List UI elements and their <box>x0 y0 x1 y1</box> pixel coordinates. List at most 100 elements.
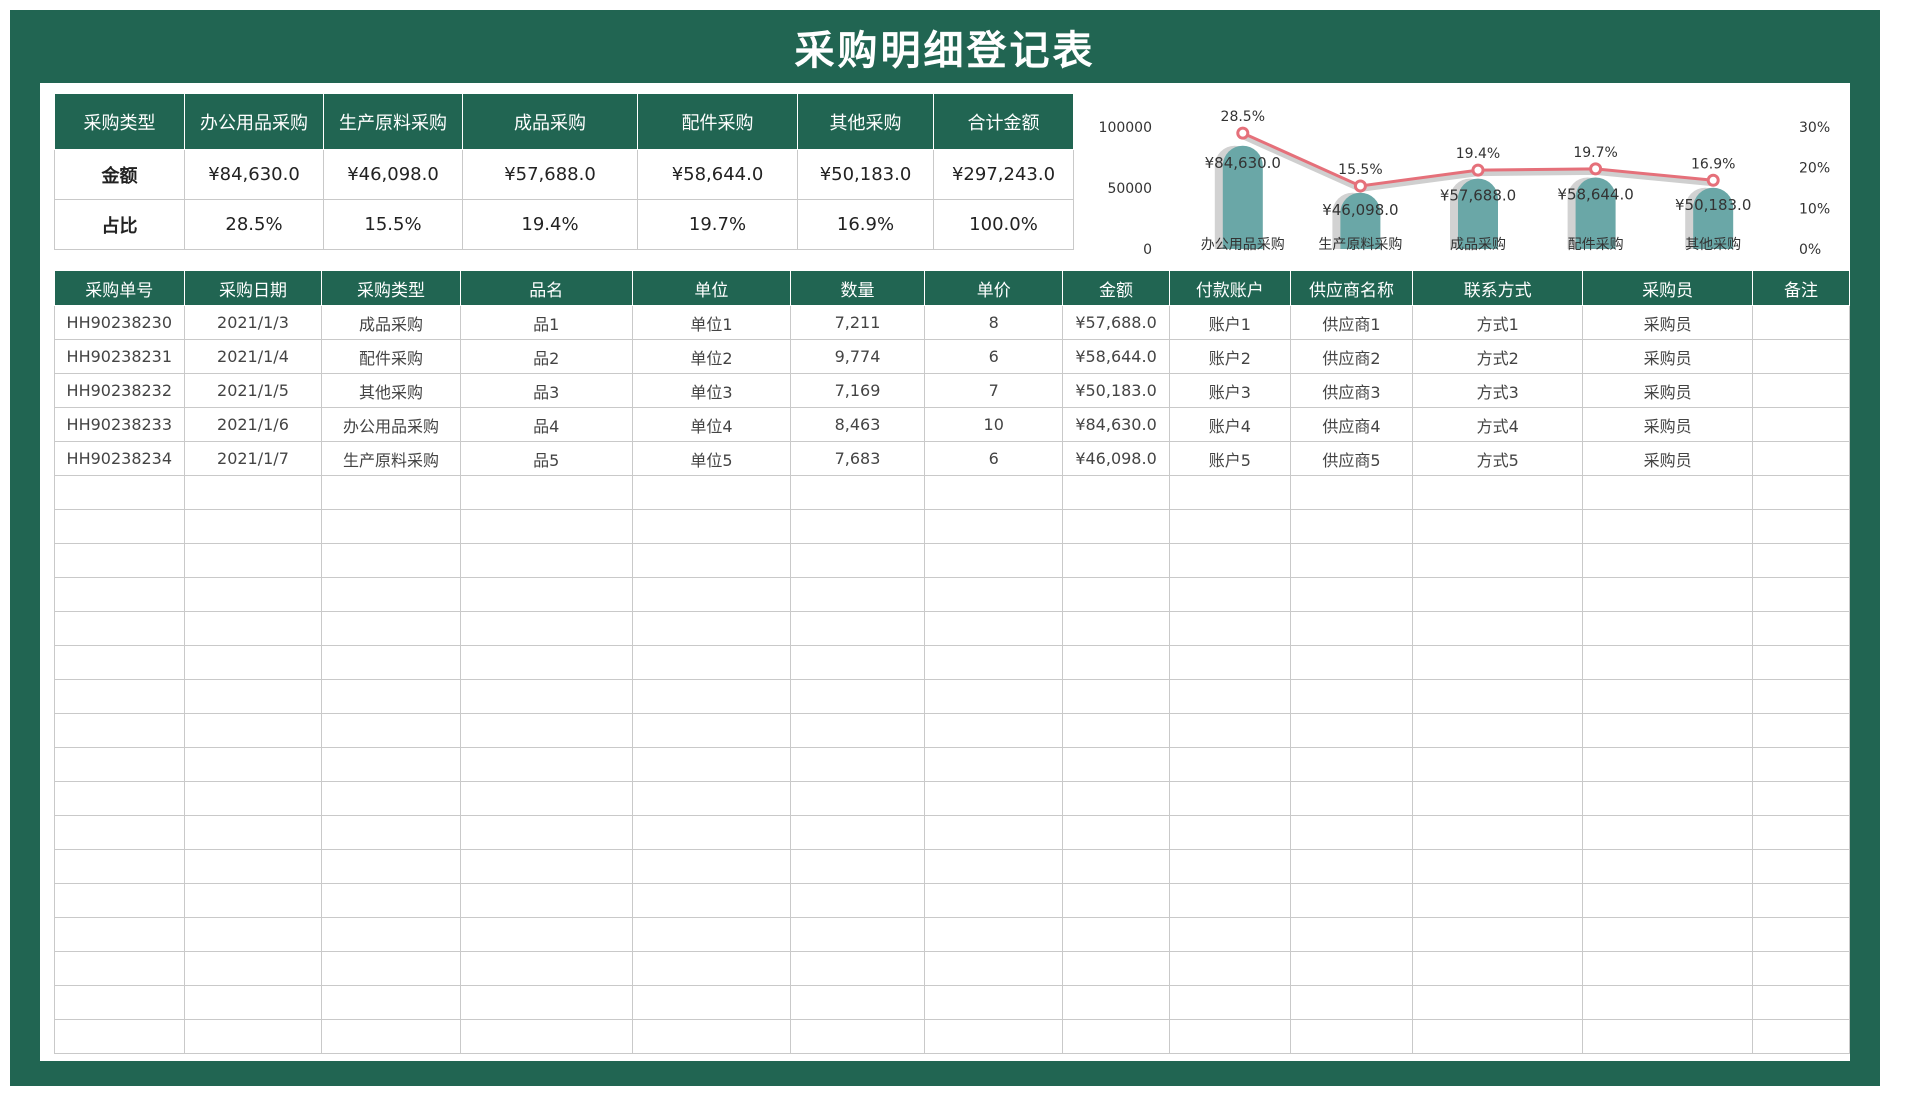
empty-cell[interactable] <box>1289 577 1414 612</box>
table-cell[interactable]: 7,169 <box>789 373 926 408</box>
empty-cell[interactable] <box>1289 645 1414 680</box>
empty-cell[interactable] <box>54 713 185 748</box>
table-cell[interactable]: 方式2 <box>1412 339 1584 374</box>
empty-cell[interactable] <box>1582 475 1754 510</box>
empty-cell[interactable] <box>54 747 185 782</box>
empty-cell[interactable] <box>924 509 1064 544</box>
empty-cell[interactable] <box>1168 747 1291 782</box>
empty-cell[interactable] <box>1582 849 1754 884</box>
empty-cell[interactable] <box>1168 1019 1291 1054</box>
empty-cell[interactable] <box>321 815 461 850</box>
table-cell[interactable]: HH90238232 <box>54 373 185 408</box>
empty-cell[interactable] <box>183 985 323 1020</box>
table-cell[interactable]: 采购员 <box>1582 339 1754 374</box>
summary-ratio-cell[interactable]: 占比 <box>54 199 185 250</box>
table-cell[interactable]: 10 <box>924 407 1064 442</box>
empty-cell[interactable] <box>321 611 461 646</box>
empty-cell[interactable] <box>1062 577 1170 612</box>
empty-cell[interactable] <box>1062 815 1170 850</box>
table-cell[interactable]: HH90238231 <box>54 339 185 374</box>
empty-cell[interactable] <box>459 883 633 918</box>
empty-cell[interactable] <box>1168 543 1291 578</box>
empty-cell[interactable] <box>924 577 1064 612</box>
table-cell[interactable]: 供应商2 <box>1289 339 1414 374</box>
empty-cell[interactable] <box>789 781 926 816</box>
empty-cell[interactable] <box>1062 781 1170 816</box>
summary-amount-cell[interactable]: ¥58,644.0 <box>637 149 798 200</box>
empty-cell[interactable] <box>183 577 323 612</box>
empty-cell[interactable] <box>1062 917 1170 952</box>
empty-cell[interactable] <box>1412 883 1584 918</box>
table-cell[interactable]: 供应商1 <box>1289 305 1414 340</box>
empty-cell[interactable] <box>1168 883 1291 918</box>
table-cell[interactable]: 供应商4 <box>1289 407 1414 442</box>
empty-cell[interactable] <box>54 577 185 612</box>
empty-cell[interactable] <box>924 1019 1064 1054</box>
empty-cell[interactable] <box>1582 815 1754 850</box>
empty-cell[interactable] <box>789 1019 926 1054</box>
empty-cell[interactable] <box>1062 509 1170 544</box>
empty-cell[interactable] <box>321 543 461 578</box>
table-cell[interactable]: 6 <box>924 339 1064 374</box>
table-cell[interactable]: 账户1 <box>1168 305 1291 340</box>
empty-cell[interactable] <box>1412 781 1584 816</box>
empty-cell[interactable] <box>183 1019 323 1054</box>
summary-amount-cell[interactable]: ¥297,243.0 <box>933 149 1074 200</box>
empty-cell[interactable] <box>924 747 1064 782</box>
table-cell[interactable]: ¥46,098.0 <box>1062 441 1170 476</box>
table-cell[interactable]: HH90238230 <box>54 305 185 340</box>
table-cell[interactable]: 7 <box>924 373 1064 408</box>
empty-cell[interactable] <box>459 917 633 952</box>
empty-cell[interactable] <box>54 849 185 884</box>
table-cell[interactable]: 办公用品采购 <box>321 407 461 442</box>
empty-cell[interactable] <box>1582 645 1754 680</box>
empty-cell[interactable] <box>459 849 633 884</box>
table-cell[interactable]: 其他采购 <box>321 373 461 408</box>
empty-cell[interactable] <box>1289 611 1414 646</box>
table-cell[interactable] <box>1752 407 1850 442</box>
empty-cell[interactable] <box>631 543 791 578</box>
empty-cell[interactable] <box>1289 543 1414 578</box>
empty-cell[interactable] <box>631 1019 791 1054</box>
empty-cell[interactable] <box>459 679 633 714</box>
empty-cell[interactable] <box>183 815 323 850</box>
empty-cell[interactable] <box>924 951 1064 986</box>
empty-cell[interactable] <box>183 883 323 918</box>
empty-cell[interactable] <box>631 951 791 986</box>
empty-cell[interactable] <box>631 747 791 782</box>
empty-cell[interactable] <box>183 747 323 782</box>
empty-cell[interactable] <box>1582 747 1754 782</box>
empty-cell[interactable] <box>1062 985 1170 1020</box>
empty-cell[interactable] <box>321 713 461 748</box>
empty-cell[interactable] <box>924 849 1064 884</box>
empty-cell[interactable] <box>1062 679 1170 714</box>
empty-cell[interactable] <box>1168 815 1291 850</box>
empty-cell[interactable] <box>1412 679 1584 714</box>
empty-cell[interactable] <box>1289 747 1414 782</box>
empty-cell[interactable] <box>789 951 926 986</box>
table-cell[interactable]: 2021/1/5 <box>183 373 323 408</box>
empty-cell[interactable] <box>1582 679 1754 714</box>
table-cell[interactable]: 方式1 <box>1412 305 1584 340</box>
empty-cell[interactable] <box>631 509 791 544</box>
empty-cell[interactable] <box>1582 611 1754 646</box>
empty-cell[interactable] <box>1289 815 1414 850</box>
empty-cell[interactable] <box>183 679 323 714</box>
empty-cell[interactable] <box>1289 985 1414 1020</box>
empty-cell[interactable] <box>1582 577 1754 612</box>
empty-cell[interactable] <box>1752 747 1850 782</box>
empty-cell[interactable] <box>54 543 185 578</box>
table-cell[interactable]: 配件采购 <box>321 339 461 374</box>
table-cell[interactable] <box>1752 305 1850 340</box>
empty-cell[interactable] <box>1752 577 1850 612</box>
empty-cell[interactable] <box>1412 985 1584 1020</box>
empty-cell[interactable] <box>1289 713 1414 748</box>
table-cell[interactable]: 2021/1/6 <box>183 407 323 442</box>
empty-cell[interactable] <box>1062 713 1170 748</box>
table-cell[interactable]: 账户5 <box>1168 441 1291 476</box>
table-cell[interactable]: 供应商3 <box>1289 373 1414 408</box>
empty-cell[interactable] <box>1752 815 1850 850</box>
empty-cell[interactable] <box>1062 1019 1170 1054</box>
table-cell[interactable]: 账户4 <box>1168 407 1291 442</box>
empty-cell[interactable] <box>924 917 1064 952</box>
